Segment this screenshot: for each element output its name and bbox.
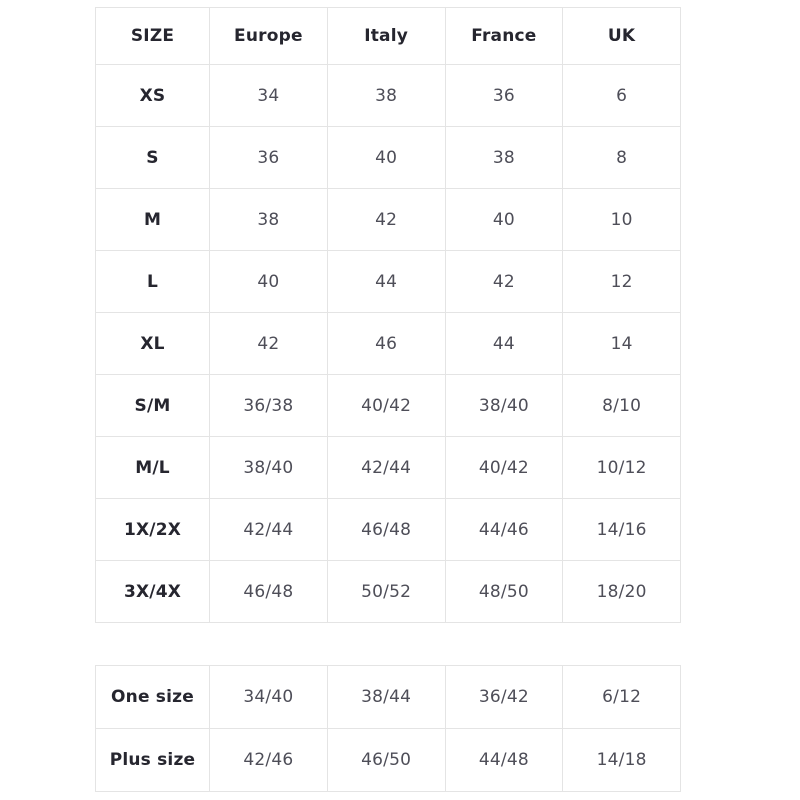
table-cell: 44/46 (444, 498, 564, 561)
table-cell: 36/42 (444, 665, 564, 729)
table-cell: 40 (209, 250, 328, 313)
row-label: Plus size (95, 728, 210, 792)
table-cell: 14 (562, 312, 681, 375)
table-cell: 42 (326, 188, 446, 251)
table-row: S 36 40 38 8 (95, 126, 681, 189)
table-row: 3X/4X 46/48 50/52 48/50 18/20 (95, 560, 681, 623)
row-label: 3X/4X (95, 560, 210, 623)
col-header-italy: Italy (326, 7, 446, 65)
table-cell: 18/20 (562, 560, 681, 623)
table-cell: 44 (444, 312, 564, 375)
table-cell: 42 (444, 250, 564, 313)
table-cell: 50/52 (326, 560, 446, 623)
main-table-body: XS 34 38 36 6 S 36 40 38 8 M 38 42 40 10 L 40 44 42 12 XL 42 4… (95, 64, 681, 623)
table-cell: 42/46 (209, 728, 328, 792)
row-label: L (95, 250, 210, 313)
table-cell: 38 (209, 188, 328, 251)
table-row: Plus size 42/46 46/50 44/48 14/18 (95, 728, 681, 792)
table-cell: 12 (562, 250, 681, 313)
table-cell: 40/42 (444, 436, 564, 499)
table-cell: 10 (562, 188, 681, 251)
table-cell: 42/44 (326, 436, 446, 499)
table-row: S/M 36/38 40/42 38/40 8/10 (95, 374, 681, 437)
col-header-uk: UK (562, 7, 681, 65)
table-cell: 38 (444, 126, 564, 189)
table-cell: 8/10 (562, 374, 681, 437)
row-label: XL (95, 312, 210, 375)
table-cell: 38/40 (444, 374, 564, 437)
table-cell: 42/44 (209, 498, 328, 561)
table-row: L 40 44 42 12 (95, 250, 681, 313)
table-cell: 14/18 (562, 728, 681, 792)
table-cell: 48/50 (444, 560, 564, 623)
table-cell: 42 (209, 312, 328, 375)
row-label: XS (95, 64, 210, 127)
table-cell: 38/44 (326, 665, 446, 729)
special-table-body: One size 34/40 38/44 36/42 6/12 Plus size 42/4… (95, 665, 681, 792)
table-cell: 38/40 (209, 436, 328, 499)
table-cell: 44 (326, 250, 446, 313)
table-cell: 34/40 (209, 665, 328, 729)
table-cell: 44/48 (444, 728, 564, 792)
size-table-main: SIZE Europe Italy France UK XS 34 38 36 6 S 36… (95, 7, 681, 623)
table-cell: 36 (444, 64, 564, 127)
table-header-row: SIZE Europe Italy France UK (95, 7, 681, 65)
table-cell: 36/38 (209, 374, 328, 437)
row-label: S/M (95, 374, 210, 437)
table-cell: 40 (326, 126, 446, 189)
table-cell: 46/48 (326, 498, 446, 561)
table-row: One size 34/40 38/44 36/42 6/12 (95, 665, 681, 729)
table-cell: 10/12 (562, 436, 681, 499)
table-cell: 46 (326, 312, 446, 375)
table-row: XL 42 46 44 14 (95, 312, 681, 375)
table-cell: 6/12 (562, 665, 681, 729)
table-cell: 36 (209, 126, 328, 189)
col-header-france: France (444, 7, 564, 65)
col-header-size: SIZE (95, 7, 210, 65)
row-label: M (95, 188, 210, 251)
table-cell: 6 (562, 64, 681, 127)
table-cell: 38 (326, 64, 446, 127)
col-header-europe: Europe (209, 7, 328, 65)
table-row: XS 34 38 36 6 (95, 64, 681, 127)
table-row: 1X/2X 42/44 46/48 44/46 14/16 (95, 498, 681, 561)
table-cell: 46/50 (326, 728, 446, 792)
table-row: M/L 38/40 42/44 40/42 10/12 (95, 436, 681, 499)
row-label: 1X/2X (95, 498, 210, 561)
table-cell: 40/42 (326, 374, 446, 437)
row-label: One size (95, 665, 210, 729)
table-cell: 46/48 (209, 560, 328, 623)
size-table-special: One size 34/40 38/44 36/42 6/12 Plus size 42/4… (95, 665, 681, 792)
row-label: M/L (95, 436, 210, 499)
table-row: M 38 42 40 10 (95, 188, 681, 251)
table-cell: 40 (444, 188, 564, 251)
row-label: S (95, 126, 210, 189)
table-cell: 8 (562, 126, 681, 189)
table-cell: 34 (209, 64, 328, 127)
table-cell: 14/16 (562, 498, 681, 561)
